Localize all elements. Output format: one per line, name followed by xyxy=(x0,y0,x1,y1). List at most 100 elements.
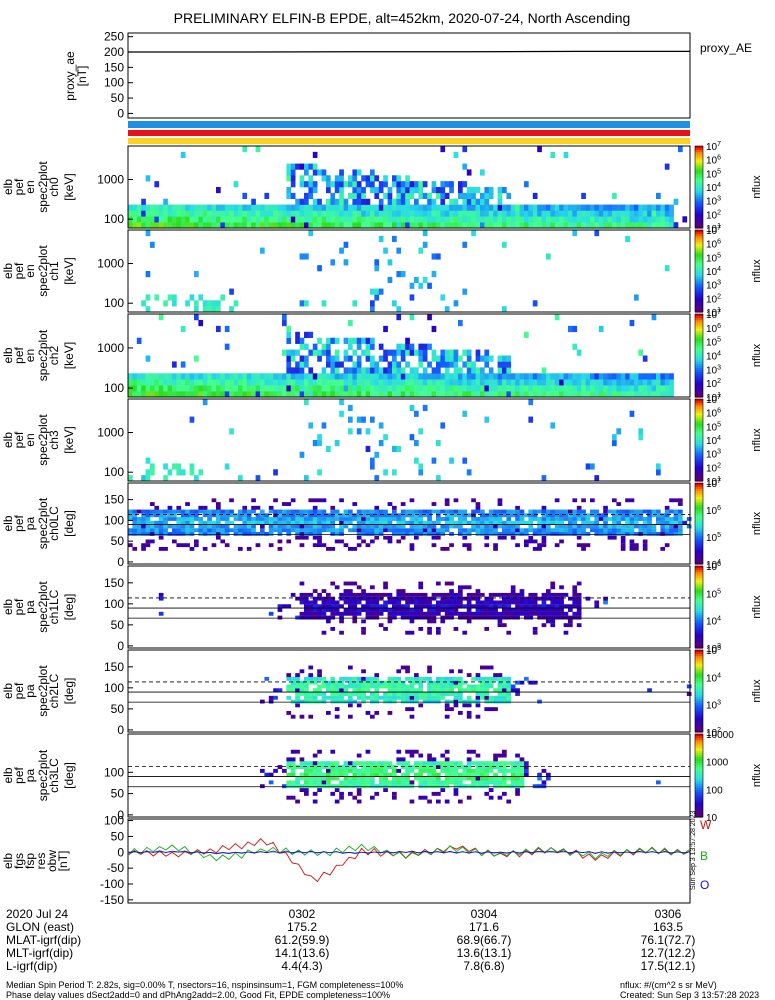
spectrogram-cell xyxy=(326,361,331,368)
colorbar-cell xyxy=(695,680,703,684)
spectrogram-cell xyxy=(620,222,626,229)
spectrogram-cell xyxy=(260,373,265,380)
colorbar-tick: 102 xyxy=(706,462,721,474)
spectrogram-cell xyxy=(365,761,371,766)
spectrogram-cell xyxy=(334,440,340,447)
spectrogram-cell xyxy=(326,615,331,620)
spectrogram-cell xyxy=(141,528,146,533)
spectrogram-cell xyxy=(158,222,164,229)
spectrogram-cell xyxy=(308,692,314,696)
spectrogram-cell xyxy=(295,596,300,601)
spectrogram-cell xyxy=(238,528,243,533)
colorbar-cell xyxy=(695,527,703,531)
spectrogram-cell xyxy=(449,765,454,770)
spectrogram-cell xyxy=(299,300,305,307)
spectrogram-cell xyxy=(480,665,485,670)
spectrogram-cell xyxy=(400,608,406,612)
spectrogram-cell xyxy=(466,684,472,689)
spectrogram-cell xyxy=(282,379,287,386)
spectrogram-cell xyxy=(392,795,397,800)
spectrogram-cell xyxy=(409,385,415,392)
spectrogram-cell xyxy=(396,175,402,182)
spectrogram-cell xyxy=(242,192,248,200)
spectrogram-cell xyxy=(409,210,415,217)
spectrogram-cell xyxy=(383,695,388,700)
spectrogram-cell xyxy=(387,539,393,544)
spectrogram-cell xyxy=(387,784,393,789)
spectrogram-cell xyxy=(603,524,608,529)
spectrogram-cell xyxy=(629,379,635,386)
spectrogram-cell xyxy=(576,543,582,548)
spectrogram-cell xyxy=(268,509,274,514)
spectrogram-cell xyxy=(427,630,432,635)
spectrogram-cell xyxy=(541,373,547,380)
spectrogram-cell xyxy=(427,373,432,380)
colorbar-cell xyxy=(695,403,703,406)
spectrogram-cell xyxy=(392,699,397,704)
spectrogram-cell xyxy=(563,592,569,597)
spectrogram-cell xyxy=(484,676,490,681)
spectrogram-cell xyxy=(220,539,226,544)
spectrogram-cell xyxy=(664,517,670,521)
spectrogram-cell xyxy=(312,611,318,616)
spectrogram-cell xyxy=(502,692,507,696)
spectrogram-cell xyxy=(154,513,160,518)
spectrogram-cell xyxy=(524,543,529,548)
spectrogram-cell xyxy=(365,604,371,609)
spectrogram-cell xyxy=(378,513,384,518)
spectrogram-cell xyxy=(484,216,490,223)
spectrogram-cell xyxy=(431,391,437,398)
spectrogram-cell xyxy=(299,543,305,548)
spectrogram-cell xyxy=(497,753,503,758)
spectrogram-cell xyxy=(475,589,481,594)
spectrogram-cell xyxy=(295,520,300,525)
spectrogram-cell xyxy=(585,222,591,229)
spectrogram-cell xyxy=(453,204,459,211)
spectrogram-cell xyxy=(365,517,371,521)
spectrogram-cell xyxy=(431,772,437,777)
spectrogram-cell xyxy=(392,695,397,700)
spectrogram-cell xyxy=(185,391,190,398)
spectrogram-cell xyxy=(361,676,366,681)
spectrogram-cell xyxy=(554,385,560,392)
spectrogram-cell xyxy=(537,604,542,609)
spectrogram-cell xyxy=(471,385,476,392)
spectrogram-cell xyxy=(559,596,564,601)
spectrogram-cell xyxy=(660,391,666,398)
spectrogram-cell xyxy=(436,222,441,229)
spectrogram-cell xyxy=(334,772,340,777)
spectrogram-cell xyxy=(524,385,529,392)
spectrogram-cell xyxy=(462,680,468,685)
spectrogram-cell xyxy=(374,768,380,773)
spectrogram-cell xyxy=(268,611,274,616)
spectrogram-cell xyxy=(128,528,133,533)
spectrogram-cell xyxy=(374,373,380,380)
colorbar-tick: 106 xyxy=(706,323,721,335)
spectrogram-cell xyxy=(532,611,538,616)
spectrogram-cell xyxy=(616,513,622,518)
spectrogram-cell xyxy=(436,361,441,368)
spectrogram-cell xyxy=(211,373,217,380)
spectrogram-cell xyxy=(440,532,446,536)
spectrogram-cell xyxy=(480,517,485,521)
spectrogram-cell xyxy=(427,596,432,601)
spectrogram-cell xyxy=(656,517,661,521)
spectrogram-cell xyxy=(277,373,283,380)
en_ch2-ylabel-5: [keV] xyxy=(62,342,76,369)
spectrogram-cell xyxy=(299,699,305,704)
spectrogram-cell xyxy=(356,680,362,685)
spectrogram-cell xyxy=(427,282,432,289)
spectrogram-cell xyxy=(576,532,582,536)
spectrogram-cell xyxy=(620,509,626,514)
pa_ch3-ylabel-0: elb xyxy=(1,767,15,783)
spectrogram-cell xyxy=(537,546,542,551)
spectrogram-cell xyxy=(488,768,494,773)
spectrogram-cell xyxy=(656,373,661,380)
spectrogram-cell xyxy=(251,532,256,536)
colorbar-tick: 105 xyxy=(706,252,721,264)
spectrogram-cell xyxy=(546,517,551,521)
spectrogram-cell xyxy=(598,524,604,529)
spectrogram-cell xyxy=(576,623,582,628)
spectrogram-cell xyxy=(440,680,446,685)
spectrogram-cell xyxy=(286,331,292,339)
